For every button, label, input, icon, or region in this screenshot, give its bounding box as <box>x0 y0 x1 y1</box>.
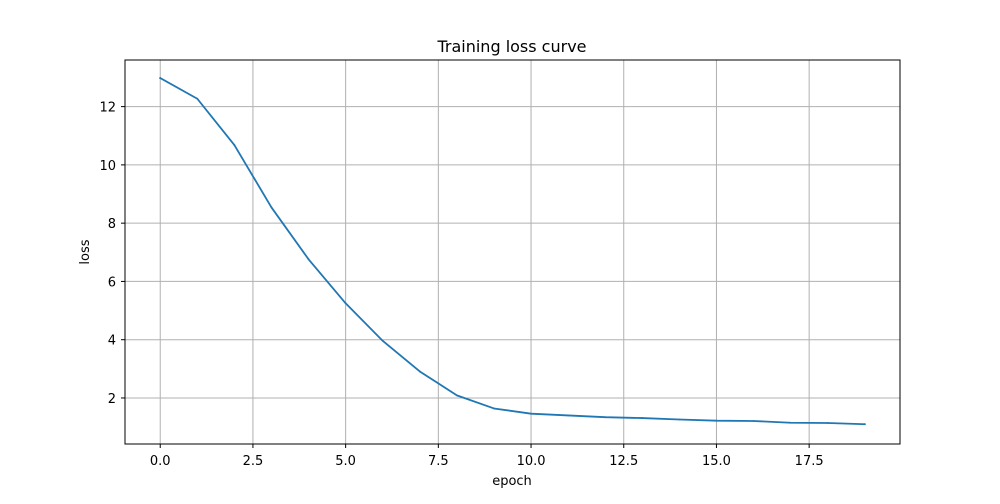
x-axis-ticks: 0.0 2.5 5.0 7.5 10.0 12.5 15.0 17.5 <box>150 444 824 469</box>
chart-title: Training loss curve <box>436 37 586 56</box>
series-layer <box>159 76 866 426</box>
y-tick-label: 12 <box>99 101 116 116</box>
y-tick-label: 6 <box>108 275 116 290</box>
x-tick-label: 2.5 <box>243 454 264 469</box>
loss-data-point <box>789 421 792 424</box>
y-axis-label: loss <box>78 239 93 264</box>
loss-data-point <box>863 423 866 426</box>
y-tick-label: 10 <box>99 159 116 174</box>
grid-lines <box>125 60 900 444</box>
loss-data-point <box>270 206 273 209</box>
loss-data-point <box>530 412 532 415</box>
loss-data-point <box>159 77 162 79</box>
loss-data-point <box>344 302 347 305</box>
x-tick-label: 0.0 <box>150 454 171 469</box>
y-tick-label: 4 <box>108 334 116 349</box>
loss-data-point <box>715 419 718 422</box>
y-tick-label: 8 <box>108 217 116 232</box>
axes-frame <box>124 59 901 445</box>
loss-data-point <box>678 418 681 421</box>
x-tick-label: 17.5 <box>795 454 824 469</box>
loss-data-point <box>455 394 458 397</box>
loss-data-point <box>641 417 644 419</box>
x-tick-label: 15.0 <box>702 454 731 469</box>
loss-data-point <box>826 422 829 424</box>
loss-data-point <box>418 370 421 373</box>
loss-data-point <box>493 407 495 410</box>
loss-data-point <box>381 339 384 342</box>
y-axis-ticks: 2 4 6 8 10 12 <box>99 101 125 407</box>
x-tick-label: 12.5 <box>609 454 638 469</box>
loss-data-point <box>233 144 236 146</box>
x-tick-label: 7.5 <box>428 454 449 469</box>
loss-data-point <box>567 414 570 417</box>
x-tick-label: 5.0 <box>335 454 356 469</box>
loss-data-point <box>604 416 607 419</box>
loss-data-point <box>307 258 310 261</box>
loss-data-point <box>196 97 199 100</box>
x-axis-label: epoch <box>492 474 532 489</box>
loss-data-point <box>752 420 755 422</box>
x-tick-label: 10.0 <box>517 454 546 469</box>
y-tick-label: 2 <box>108 392 116 407</box>
loss-series-line <box>159 76 866 426</box>
